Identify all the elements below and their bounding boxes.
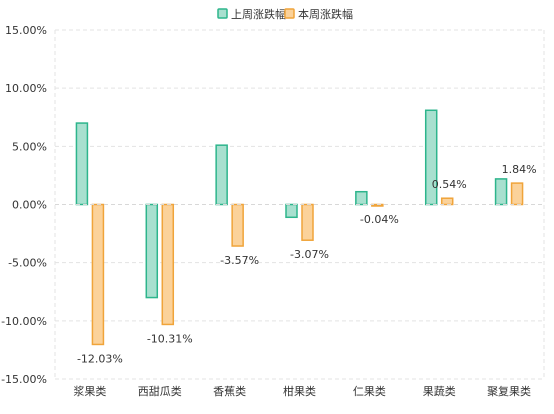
legend-label-1: 本周涨跌幅	[298, 7, 353, 21]
legend-swatch-0	[217, 8, 228, 19]
bar-series-1-0	[91, 203, 105, 346]
bar-series-1-5	[440, 197, 454, 206]
x-category-label: 香蕉类	[213, 384, 246, 398]
x-category-label: 仁果类	[353, 384, 386, 398]
bar-series-0-1	[145, 203, 159, 299]
bar-series-0-2	[215, 144, 228, 206]
y-tick-label: 5.00%	[12, 140, 47, 153]
bar-series-0-0	[75, 122, 89, 206]
y-tick-label: -15.00%	[1, 373, 47, 386]
x-category-label: 柑果类	[283, 384, 316, 398]
y-tick-label: -5.00%	[8, 257, 47, 270]
x-category-label: 浆果类	[73, 384, 106, 398]
data-label: 1.84%	[502, 163, 537, 176]
y-tick-label: -10.00%	[1, 315, 47, 328]
bar-series-0-5	[424, 109, 438, 206]
legend-label-0: 上周涨跌幅	[231, 7, 286, 21]
legend-swatch-1	[284, 8, 295, 19]
y-tick-label: 10.00%	[5, 82, 47, 95]
x-category-label: 聚复果类	[487, 384, 531, 398]
bar-series-1-3	[301, 203, 314, 241]
data-label: -10.31%	[147, 332, 193, 345]
data-label: -3.07%	[290, 248, 329, 261]
data-label: -3.57%	[220, 254, 259, 267]
bar-series-0-4	[355, 190, 368, 206]
y-tick-label: 15.00%	[5, 24, 47, 37]
x-category-label: 果蔬类	[423, 384, 456, 398]
data-label: -0.04%	[360, 213, 399, 226]
bar-series-1-6	[510, 182, 524, 206]
data-label: 0.54%	[432, 178, 467, 191]
bar-series-1-2	[231, 203, 244, 247]
x-category-label: 西甜瓜类	[138, 384, 182, 398]
data-label: -12.03%	[77, 352, 123, 365]
bar-series-1-1	[161, 203, 175, 326]
bar-series-0-3	[285, 203, 298, 219]
y-tick-label: 0.00%	[12, 199, 47, 212]
bar-series-0-6	[494, 178, 508, 206]
